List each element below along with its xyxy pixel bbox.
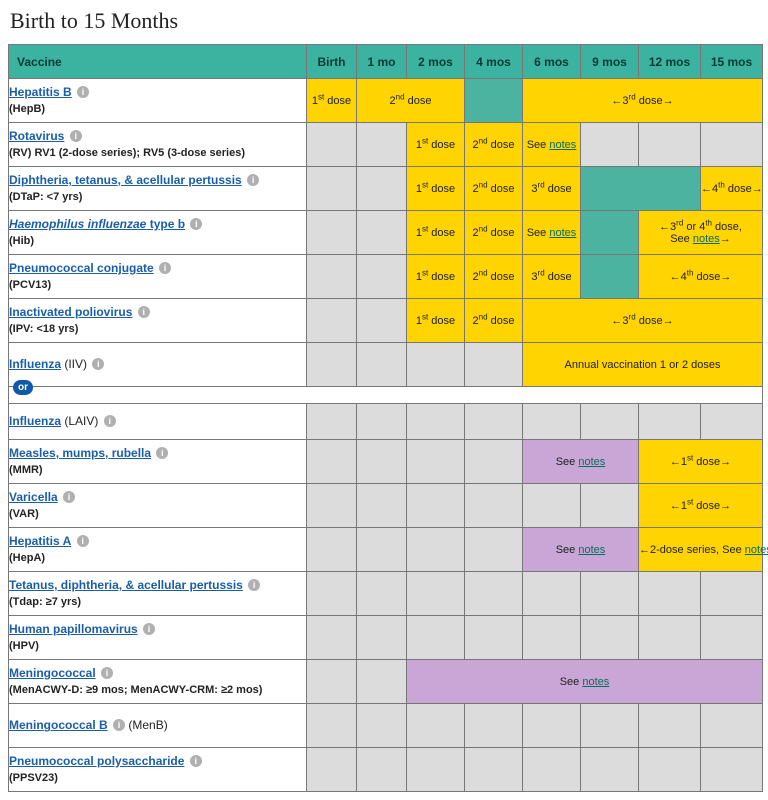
row-menb: Meningococcal B i (MenB) [9, 704, 763, 748]
vaccine-link[interactable]: Measles, mumps, rubella [9, 446, 151, 460]
vaccine-link[interactable]: Rotavirus [9, 129, 64, 143]
row-hepb: Hepatitis B i(HepB) 1st dose 2nd dose ←3… [9, 79, 763, 123]
row-hib: Haemophilus influenzae type b i(Hib) 1st… [9, 211, 763, 255]
col-9mos: 9 mos [581, 45, 639, 79]
info-icon[interactable]: i [70, 130, 82, 142]
row-tdap: Tetanus, diphtheria, & acellular pertuss… [9, 572, 763, 616]
info-icon[interactable]: i [143, 623, 155, 635]
col-15mos: 15 mos [701, 45, 763, 79]
page-title: Birth to 15 Months [10, 8, 760, 34]
row-hepa: Hepatitis A i(HepA) See notes ←2-dose se… [9, 528, 763, 572]
vaccine-link[interactable]: Tetanus, diphtheria, & acellular pertuss… [9, 578, 243, 592]
vaccine-link[interactable]: Influenza [9, 414, 61, 428]
row-rotavirus: Rotavirus i(RV) RV1 (2-dose series); RV5… [9, 123, 763, 167]
info-icon[interactable]: i [63, 491, 75, 503]
info-icon[interactable]: i [101, 667, 113, 679]
row-hpv: Human papillomavirus i(HPV) [9, 616, 763, 660]
col-6mos: 6 mos [523, 45, 581, 79]
or-badge: or [13, 380, 33, 395]
vaccine-link[interactable]: Meningococcal B [9, 718, 108, 732]
vaccine-link[interactable]: Human papillomavirus [9, 622, 138, 636]
row-ipv: Inactivated poliovirus i(IPV: <18 yrs) 1… [9, 299, 763, 343]
info-icon[interactable]: i [156, 447, 168, 459]
info-icon[interactable]: i [159, 262, 171, 274]
vaccine-link[interactable]: Inactivated poliovirus [9, 305, 132, 319]
info-icon[interactable]: i [77, 535, 89, 547]
info-icon[interactable]: i [248, 579, 260, 591]
header-row: Vaccine Birth 1 mo 2 mos 4 mos 6 mos 9 m… [9, 45, 763, 79]
info-icon[interactable]: i [77, 86, 89, 98]
row-varicella: Varicella i(VAR) ←1st dose→ [9, 484, 763, 528]
vaccine-link[interactable]: Diphtheria, tetanus, & acellular pertuss… [9, 173, 242, 187]
info-icon[interactable]: i [104, 415, 116, 427]
vaccine-link[interactable]: Pneumococcal polysaccharide [9, 754, 184, 768]
col-1mo: 1 mo [357, 45, 407, 79]
info-icon[interactable]: i [92, 358, 104, 370]
vaccine-link[interactable]: Meningococcal [9, 666, 96, 680]
col-vaccine: Vaccine [9, 45, 307, 79]
row-menacwy: Meningococcal i(MenACWY-D: ≥9 mos; MenAC… [9, 660, 763, 704]
vaccine-link[interactable]: Influenza [9, 357, 61, 371]
vaccine-link[interactable]: Hepatitis A [9, 534, 71, 548]
row-laiv: Influenza (LAIV) i [9, 404, 763, 440]
vaccine-link[interactable]: Varicella [9, 490, 58, 504]
immunization-schedule-table: Vaccine Birth 1 mo 2 mos 4 mos 6 mos 9 m… [8, 44, 763, 792]
row-mmr: Measles, mumps, rubella i(MMR) See notes… [9, 440, 763, 484]
row-or-divider: or [9, 387, 763, 404]
row-pcv13: Pneumococcal conjugate i(PCV13) 1st dose… [9, 255, 763, 299]
row-dtap: Diphtheria, tetanus, & acellular pertuss… [9, 167, 763, 211]
col-12mos: 12 mos [639, 45, 701, 79]
col-2mos: 2 mos [407, 45, 465, 79]
vaccine-link[interactable]: Haemophilus influenzae type b [9, 217, 185, 231]
info-icon[interactable]: i [190, 755, 202, 767]
info-icon[interactable]: i [247, 174, 259, 186]
col-4mos: 4 mos [465, 45, 523, 79]
info-icon[interactable]: i [113, 719, 125, 731]
vaccine-link[interactable]: Hepatitis B [9, 85, 72, 99]
info-icon[interactable]: i [190, 218, 202, 230]
col-birth: Birth [307, 45, 357, 79]
vaccine-link[interactable]: Pneumococcal conjugate [9, 261, 154, 275]
info-icon[interactable]: i [138, 306, 150, 318]
row-ppsv23: Pneumococcal polysaccharide i(PPSV23) [9, 748, 763, 792]
row-iiv: Influenza (IIV) i Annual vaccination 1 o… [9, 343, 763, 387]
